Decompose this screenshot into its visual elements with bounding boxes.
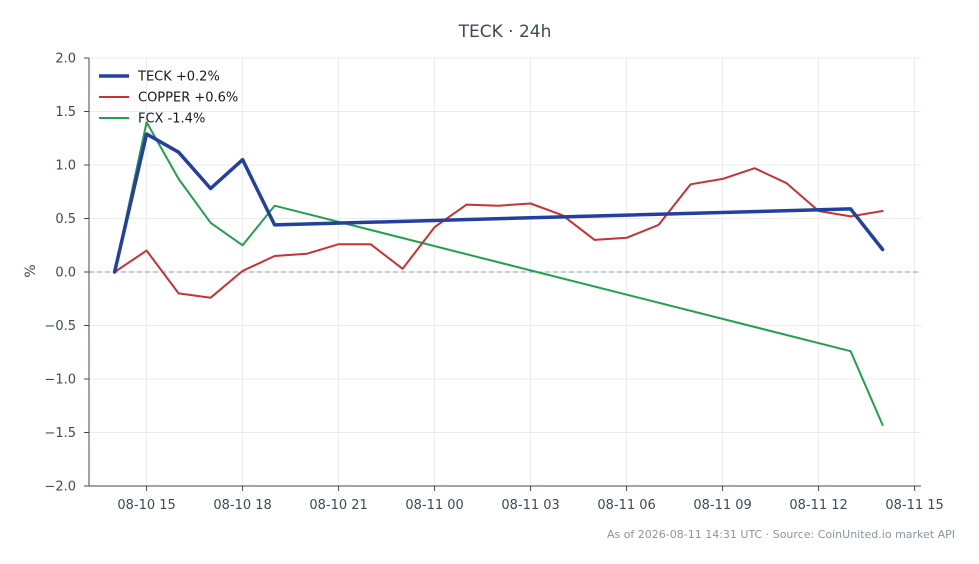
series-layer — [112, 121, 885, 426]
y-tick-label: 1.5 — [55, 105, 76, 120]
x-tick-label: 08-10 15 — [117, 498, 175, 513]
y-tick-label: −2.0 — [44, 480, 76, 495]
y-tick-label: 2.0 — [55, 52, 76, 67]
y-tick-label: −1.0 — [44, 373, 76, 388]
x-tick-label: 08-11 15 — [885, 498, 943, 513]
legend-label-fcx: FCX -1.4% — [138, 112, 205, 127]
y-tick-label: 1.0 — [55, 159, 76, 174]
y-tick-label: 0.5 — [55, 212, 76, 227]
axes-layer: 2.0 1.5 1.0 0.5 0.0 −0.5 −1.0 −1.5 −2.0 08-10 15 0… — [44, 52, 943, 514]
legend-label-copper: COPPER +0.6% — [138, 91, 238, 106]
x-tick-label: 08-11 06 — [597, 498, 655, 513]
x-tick-label: 08-11 09 — [693, 498, 751, 513]
y-tick-label: −1.5 — [44, 426, 76, 441]
chart-title: TECK · 24h — [458, 22, 552, 42]
x-tick-label: 08-11 00 — [405, 498, 463, 513]
series-line-fcx — [113, 121, 884, 426]
y-axis-label: % — [23, 264, 39, 277]
series-line-copper — [113, 167, 884, 299]
x-tick-label: 08-11 12 — [789, 498, 847, 513]
x-tick-label: 08-10 21 — [309, 498, 367, 513]
footer-source: As of 2026-08-11 14:31 UTC · Source: Coi… — [607, 528, 955, 541]
legend: TECK +0.2% COPPER +0.6% FCX -1.4% — [99, 70, 238, 127]
legend-label-teck: TECK +0.2% — [137, 70, 220, 85]
y-tick-label: −0.5 — [44, 319, 76, 334]
y-tick-label: 0.0 — [55, 266, 76, 281]
grid-layer — [89, 57, 921, 487]
x-tick-label: 08-11 03 — [501, 498, 559, 513]
series-line-teck — [112, 132, 885, 274]
x-tick-label: 08-10 18 — [213, 498, 271, 513]
